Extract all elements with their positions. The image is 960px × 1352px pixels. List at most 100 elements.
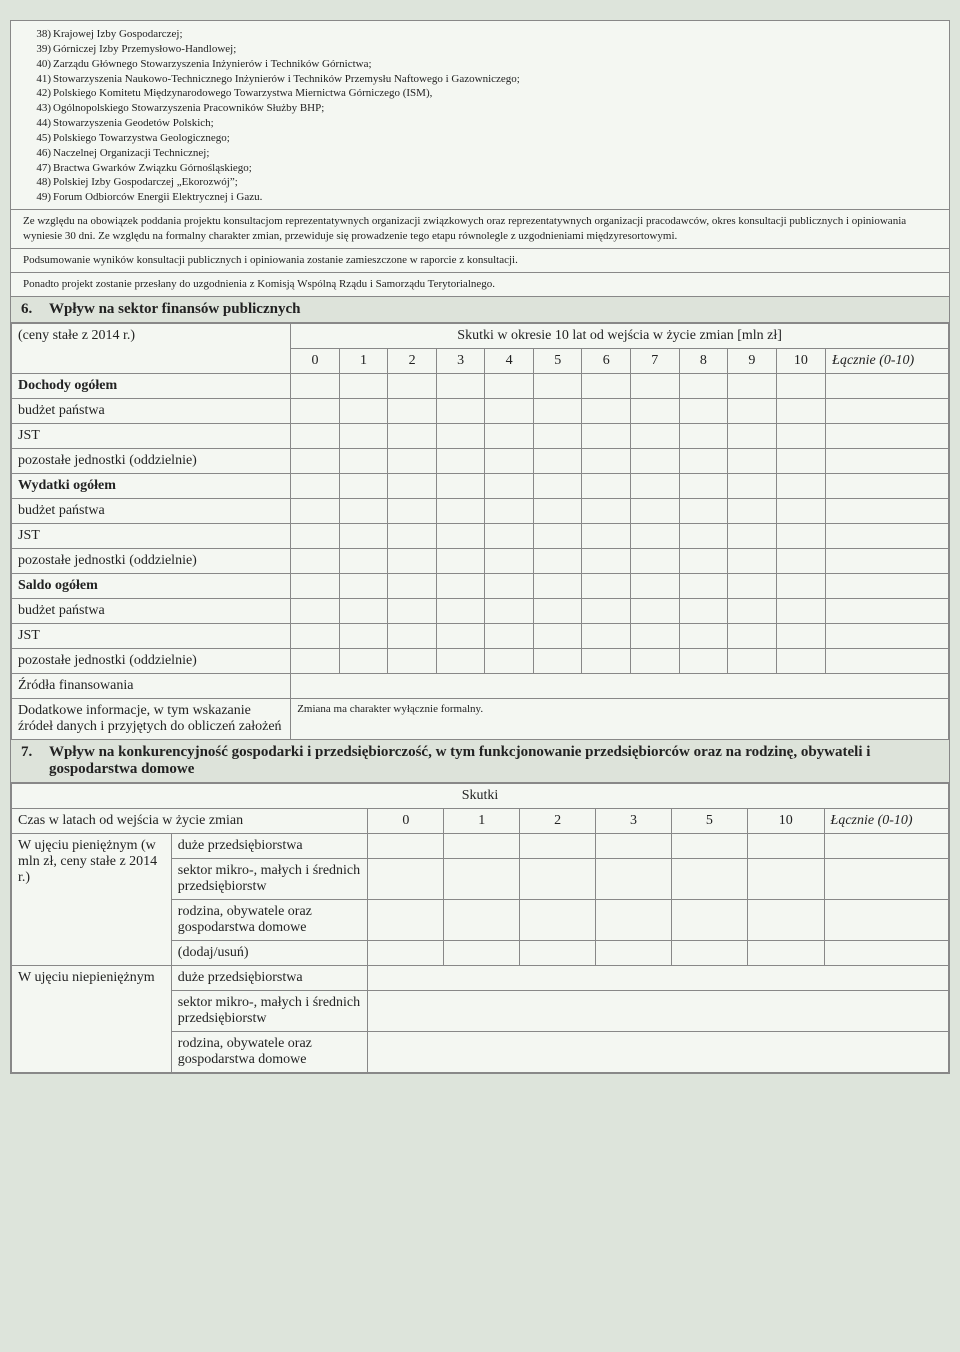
cell-empty — [679, 423, 728, 448]
cell-empty — [291, 523, 340, 548]
cell-skutki-banner: Skutki w okresie 10 lat od wejścia w życ… — [291, 323, 949, 348]
cell-empty — [436, 598, 485, 623]
list-item: 43)Ogólnopolskiego Stowarzyszenia Pracow… — [53, 101, 937, 116]
list-item: 38)Krajowej Izby Gospodarczej; — [53, 27, 937, 42]
cell-empty — [533, 373, 582, 398]
table-row: budżet państwa — [12, 598, 949, 623]
cell-empty — [631, 373, 680, 398]
cell-empty — [388, 448, 437, 473]
cell-skutki: Skutki — [12, 783, 949, 808]
cell-empty — [826, 598, 949, 623]
cell-empty — [436, 648, 485, 673]
cell-year: 2 — [388, 348, 437, 373]
cell-empty — [388, 523, 437, 548]
cell-empty — [679, 548, 728, 573]
cell-empty — [485, 573, 534, 598]
document-page: 38)Krajowej Izby Gospodarczej;39)Górnicz… — [10, 20, 950, 1074]
table-row: pozostałe jednostki (oddzielnie) — [12, 548, 949, 573]
table-row: Saldo ogółem — [12, 573, 949, 598]
cell-empty — [339, 398, 388, 423]
cell-empty — [728, 548, 777, 573]
cell-ujecie-pieniezne: W ujęciu pieniężnym (w mln zł, ceny stał… — [12, 833, 172, 965]
cell-empty — [631, 648, 680, 673]
cell-empty — [291, 448, 340, 473]
cell-label: JST — [12, 523, 291, 548]
cell-empty — [533, 548, 582, 573]
cell-empty — [485, 473, 534, 498]
cell-year: 10 — [747, 808, 824, 833]
cell-label: budżet państwa — [12, 598, 291, 623]
cell-year: 9 — [728, 348, 777, 373]
cell-empty — [485, 623, 534, 648]
list-item: 39)Górniczej Izby Przemysłowo-Handlowej; — [53, 42, 937, 57]
cell-empty — [388, 473, 437, 498]
list-item: 45)Polskiego Towarzystwa Geologicznego; — [53, 131, 937, 146]
cell-empty — [533, 598, 582, 623]
cell-empty — [728, 448, 777, 473]
cell-empty — [728, 523, 777, 548]
paragraph-3: Ponadto projekt zostanie przesłany do uz… — [11, 273, 949, 297]
cell-label: budżet państwa — [12, 398, 291, 423]
cell-empty — [368, 965, 949, 990]
cell-empty — [776, 623, 826, 648]
cell-empty — [339, 598, 388, 623]
cell-empty — [485, 523, 534, 548]
cell-empty — [436, 373, 485, 398]
cell-empty — [388, 573, 437, 598]
cell-empty — [728, 498, 777, 523]
cell-empty — [679, 623, 728, 648]
cell-empty — [776, 498, 826, 523]
cell-empty — [728, 373, 777, 398]
cell-year: 3 — [596, 808, 672, 833]
list-item: 41)Stowarzyszenia Naukowo-Technicznego I… — [53, 72, 937, 87]
cell-year: 0 — [291, 348, 340, 373]
cell-empty — [679, 498, 728, 523]
cell-empty — [826, 573, 949, 598]
table-row: budżet państwa — [12, 398, 949, 423]
section-7-header: 7. Wpływ na konkurencyjność gospodarki i… — [11, 740, 949, 783]
table-row: W ujęciu niepieniężnym duże przedsiębior… — [12, 965, 949, 990]
cell-label: pozostałe jednostki (oddzielnie) — [12, 548, 291, 573]
cell-empty — [436, 623, 485, 648]
cell-empty — [776, 473, 826, 498]
cell-empty — [582, 448, 631, 473]
cell-empty — [436, 548, 485, 573]
cell-empty — [826, 423, 949, 448]
cell-label: pozostałe jednostki (oddzielnie) — [12, 448, 291, 473]
cell-empty — [631, 598, 680, 623]
cell-empty — [339, 573, 388, 598]
cell-empty — [776, 423, 826, 448]
cell-empty — [776, 523, 826, 548]
table-row: W ujęciu pieniężnym (w mln zł, ceny stał… — [12, 833, 949, 858]
cell-label: Wydatki ogółem — [12, 473, 291, 498]
cell-empty — [339, 373, 388, 398]
cell-empty — [776, 448, 826, 473]
cell-sub: duże przedsiębiorstwa — [171, 833, 368, 858]
cell-year: 5 — [671, 808, 747, 833]
cell-empty — [826, 373, 949, 398]
cell-empty — [533, 573, 582, 598]
cell-year: 1 — [339, 348, 388, 373]
cell-empty — [826, 548, 949, 573]
cell-year: 0 — [368, 808, 444, 833]
cell-empty — [582, 648, 631, 673]
cell-empty — [291, 398, 340, 423]
cell-empty — [339, 448, 388, 473]
cell-empty — [533, 448, 582, 473]
table-section-7: Skutki Czas w latach od wejścia w życie … — [11, 783, 949, 1073]
cell-empty — [728, 623, 777, 648]
cell-empty — [631, 498, 680, 523]
table-row: JST — [12, 423, 949, 448]
cell-empty — [533, 423, 582, 448]
cell-empty — [631, 548, 680, 573]
cell-empty — [339, 623, 388, 648]
cell-empty — [436, 423, 485, 448]
cell-empty — [582, 598, 631, 623]
section-7-number: 7. — [21, 744, 49, 761]
table-row: pozostałe jednostki (oddzielnie) — [12, 448, 949, 473]
cell-empty — [679, 473, 728, 498]
cell-empty — [436, 498, 485, 523]
cell-label: JST — [12, 423, 291, 448]
paragraph-1: Ze względu na obowiązek poddania projekt… — [11, 210, 949, 249]
cell-year: 3 — [436, 348, 485, 373]
